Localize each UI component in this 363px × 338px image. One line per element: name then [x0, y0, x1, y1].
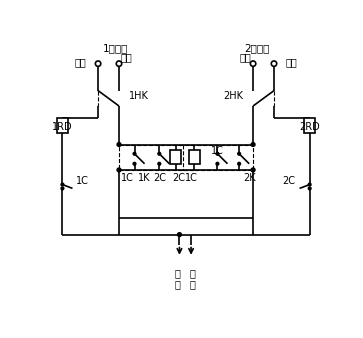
Text: 火
线: 火 线 — [175, 268, 181, 289]
Text: 火线: 火线 — [75, 57, 86, 67]
Bar — [57, 118, 68, 133]
Text: 1HK: 1HK — [129, 91, 149, 101]
Bar — [189, 150, 200, 164]
Text: 1号电源: 1号电源 — [102, 43, 128, 53]
Text: 零线: 零线 — [121, 52, 132, 63]
Circle shape — [158, 162, 161, 165]
Circle shape — [61, 183, 64, 186]
Circle shape — [117, 168, 121, 172]
Circle shape — [117, 143, 121, 146]
Text: 火线: 火线 — [286, 57, 297, 67]
Bar — [183, 145, 253, 170]
Bar — [119, 145, 194, 170]
Circle shape — [250, 61, 256, 66]
Text: 2RD: 2RD — [299, 122, 320, 132]
Text: 2C: 2C — [283, 176, 296, 187]
Circle shape — [95, 61, 101, 66]
Text: 2C: 2C — [172, 173, 185, 183]
Circle shape — [271, 61, 277, 66]
Circle shape — [238, 152, 241, 155]
Text: 2HK: 2HK — [223, 91, 243, 101]
Circle shape — [133, 152, 136, 155]
Circle shape — [251, 143, 255, 146]
Text: 2号电源: 2号电源 — [244, 43, 270, 53]
Text: 1K: 1K — [138, 173, 151, 183]
Bar — [170, 150, 181, 164]
Text: 1C: 1C — [211, 146, 224, 156]
Circle shape — [308, 187, 311, 190]
Text: 2K: 2K — [243, 173, 256, 183]
Circle shape — [216, 162, 219, 165]
Bar — [304, 118, 315, 133]
Circle shape — [251, 168, 255, 172]
Circle shape — [158, 152, 161, 155]
Text: 1RD: 1RD — [52, 122, 73, 132]
Text: 1C: 1C — [76, 176, 89, 187]
Circle shape — [133, 162, 136, 165]
Circle shape — [238, 162, 241, 165]
Circle shape — [216, 152, 219, 155]
Circle shape — [116, 61, 122, 66]
Text: 1C: 1C — [185, 173, 198, 183]
Text: 零
线: 零 线 — [190, 268, 196, 289]
Text: 2C: 2C — [153, 173, 166, 183]
Text: 1C: 1C — [121, 173, 134, 183]
Circle shape — [308, 183, 311, 186]
Text: 零线: 零线 — [240, 52, 251, 63]
Circle shape — [61, 187, 64, 190]
Circle shape — [178, 233, 182, 237]
